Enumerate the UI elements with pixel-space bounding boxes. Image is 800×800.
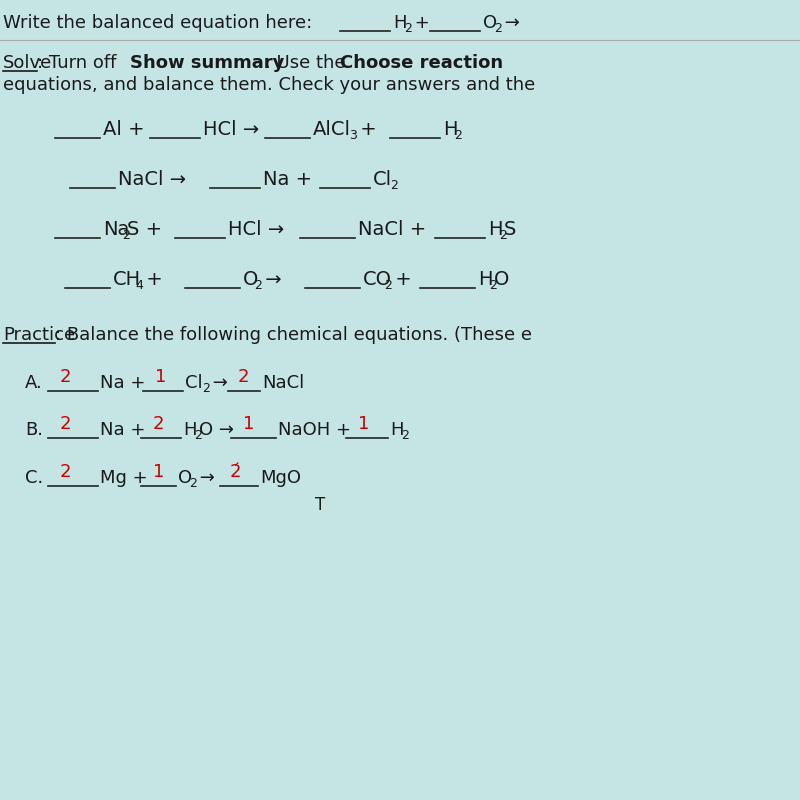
Text: 2: 2 <box>122 229 130 242</box>
Text: 2: 2 <box>254 279 262 292</box>
Text: 3: 3 <box>349 129 357 142</box>
Text: Write the balanced equation here:: Write the balanced equation here: <box>3 14 312 32</box>
Text: A.: A. <box>25 374 42 392</box>
Text: +: + <box>389 270 412 289</box>
Text: H: H <box>488 220 502 239</box>
Text: C.: C. <box>25 469 43 487</box>
Text: 1: 1 <box>243 415 254 433</box>
Text: O: O <box>178 469 192 487</box>
Text: O: O <box>494 270 510 289</box>
Text: : Balance the following chemical equations. (These e: : Balance the following chemical equatio… <box>55 326 532 344</box>
Text: 2: 2 <box>499 229 507 242</box>
Text: : Turn off: : Turn off <box>37 54 122 72</box>
Text: MgO: MgO <box>260 469 301 487</box>
Text: Practice: Practice <box>3 326 75 344</box>
Text: O: O <box>243 270 258 289</box>
Text: +: + <box>409 14 430 32</box>
Text: 1: 1 <box>153 463 164 481</box>
Text: H: H <box>390 421 403 439</box>
Text: NaCl →: NaCl → <box>118 170 186 189</box>
Text: 2: 2 <box>153 415 165 433</box>
Text: →: → <box>207 374 228 392</box>
Text: H: H <box>443 120 458 139</box>
Text: Na: Na <box>103 220 130 239</box>
Text: Al +: Al + <box>103 120 145 139</box>
Text: 2: 2 <box>194 429 202 442</box>
Text: S: S <box>504 220 516 239</box>
Text: 2: 2 <box>202 382 210 395</box>
Text: Mg +: Mg + <box>100 469 148 487</box>
Text: T: T <box>315 496 326 514</box>
Text: 2: 2 <box>60 415 71 433</box>
Text: +: + <box>354 120 377 139</box>
Text: CO: CO <box>363 270 392 289</box>
Text: S +: S + <box>127 220 162 239</box>
Text: Cl: Cl <box>185 374 202 392</box>
Text: H: H <box>183 421 197 439</box>
Text: NaCl +: NaCl + <box>358 220 426 239</box>
Text: 1: 1 <box>155 368 166 386</box>
Text: 2: 2 <box>384 279 392 292</box>
Text: 2: 2 <box>60 368 71 386</box>
Text: 2: 2 <box>60 463 71 481</box>
Text: 2: 2 <box>390 179 398 192</box>
Text: Na +: Na + <box>263 170 312 189</box>
Text: Show summary: Show summary <box>130 54 284 72</box>
Text: Choose reaction: Choose reaction <box>340 54 503 72</box>
Text: Na +: Na + <box>100 421 146 439</box>
Text: HCl →: HCl → <box>228 220 284 239</box>
Text: 4: 4 <box>135 279 143 292</box>
Text: 2: 2 <box>401 429 409 442</box>
Text: HCl →: HCl → <box>203 120 259 139</box>
Text: Solve: Solve <box>3 54 52 72</box>
Text: Cl: Cl <box>373 170 392 189</box>
Text: 2: 2 <box>189 477 197 490</box>
Text: CH: CH <box>113 270 141 289</box>
Text: O: O <box>483 14 497 32</box>
Text: H: H <box>393 14 406 32</box>
Text: . Use the: . Use the <box>265 54 351 72</box>
Text: 2: 2 <box>454 129 462 142</box>
Text: 1: 1 <box>358 415 370 433</box>
Text: Na +: Na + <box>100 374 146 392</box>
Text: 2: 2 <box>238 368 250 386</box>
Text: H: H <box>478 270 493 289</box>
Text: B.: B. <box>25 421 43 439</box>
Text: →: → <box>259 270 282 289</box>
Text: equations, and balance them. Check your answers and the: equations, and balance them. Check your … <box>3 76 535 94</box>
Text: →: → <box>499 14 520 32</box>
Text: O →: O → <box>199 421 234 439</box>
Text: NaCl: NaCl <box>262 374 304 392</box>
Text: →: → <box>194 469 215 487</box>
Text: 2: 2 <box>404 22 412 35</box>
Text: +: + <box>140 270 162 289</box>
Text: 2́: 2́ <box>230 463 242 481</box>
Text: AlCl: AlCl <box>313 120 351 139</box>
Text: 2: 2 <box>489 279 497 292</box>
Text: 2: 2 <box>494 22 502 35</box>
Text: NaOH +: NaOH + <box>278 421 351 439</box>
